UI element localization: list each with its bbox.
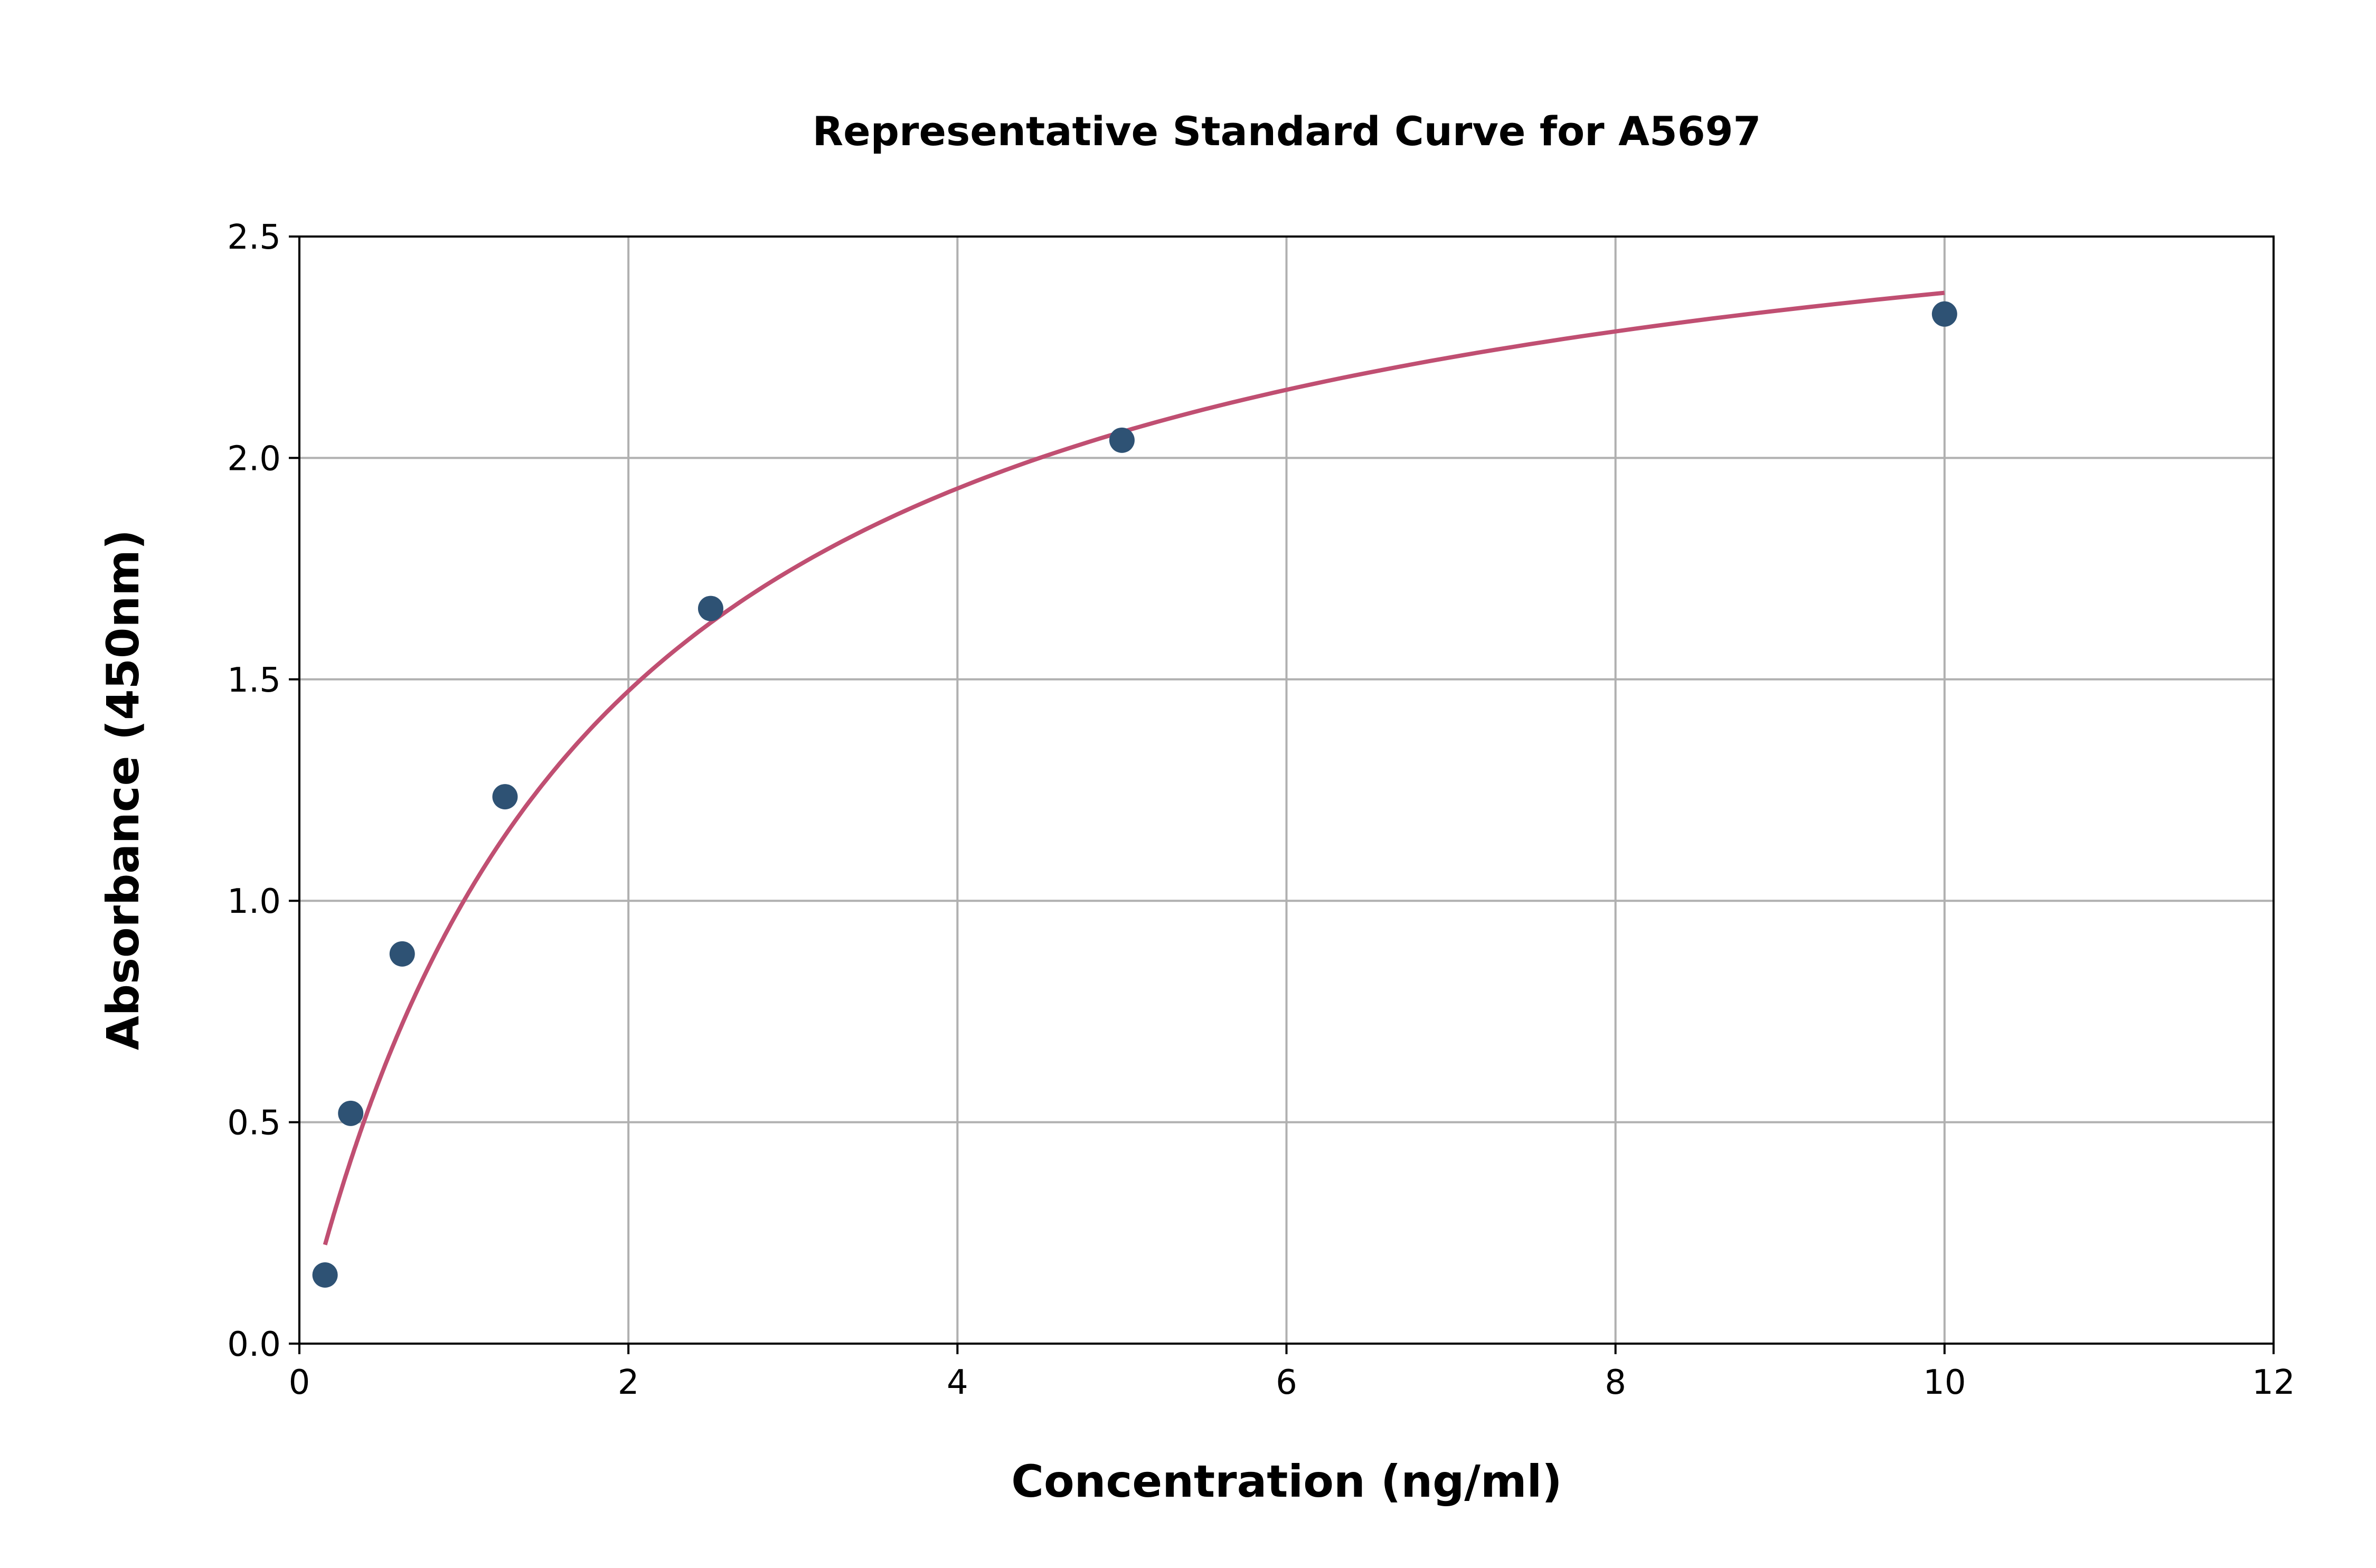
y-tick-label: 0.5 (227, 1104, 281, 1143)
x-tick-label: 4 (947, 1363, 968, 1402)
chart-title: Representative Standard Curve for A5697 (813, 108, 1761, 155)
x-tick-label: 0 (289, 1363, 310, 1402)
data-point (389, 941, 415, 967)
x-axis-ticks: 0 2 4 6 8 10 12 (289, 1344, 2295, 1402)
fit-curve-line (323, 290, 1945, 1245)
x-tick-label: 8 (1605, 1363, 1626, 1402)
x-tick-label: 2 (618, 1363, 639, 1402)
y-tick-label: 0.0 (227, 1325, 281, 1364)
grid (298, 235, 2275, 1345)
data-point (697, 596, 723, 621)
x-tick-label: 10 (1923, 1363, 1966, 1402)
data-points (312, 301, 1957, 1288)
y-tick-label: 1.5 (227, 661, 281, 700)
data-point (1109, 427, 1135, 453)
data-point (338, 1100, 364, 1126)
data-point (492, 784, 518, 810)
y-tick-label: 2.5 (227, 218, 281, 257)
x-tick-label: 6 (1276, 1363, 1297, 1402)
data-point (1931, 301, 1957, 327)
y-axis-ticks: 0.0 0.5 1.0 1.5 2.0 2.5 (227, 218, 299, 1364)
x-tick-label: 12 (2252, 1363, 2295, 1402)
y-axis-label: Absorbance (450nm) (97, 530, 149, 1050)
data-point (312, 1262, 338, 1288)
x-axis-label: Concentration (ng/ml) (1011, 1456, 1562, 1507)
y-tick-label: 2.0 (227, 439, 281, 478)
y-tick-label: 1.0 (227, 882, 281, 921)
fit-curve-layer (323, 290, 1945, 1245)
